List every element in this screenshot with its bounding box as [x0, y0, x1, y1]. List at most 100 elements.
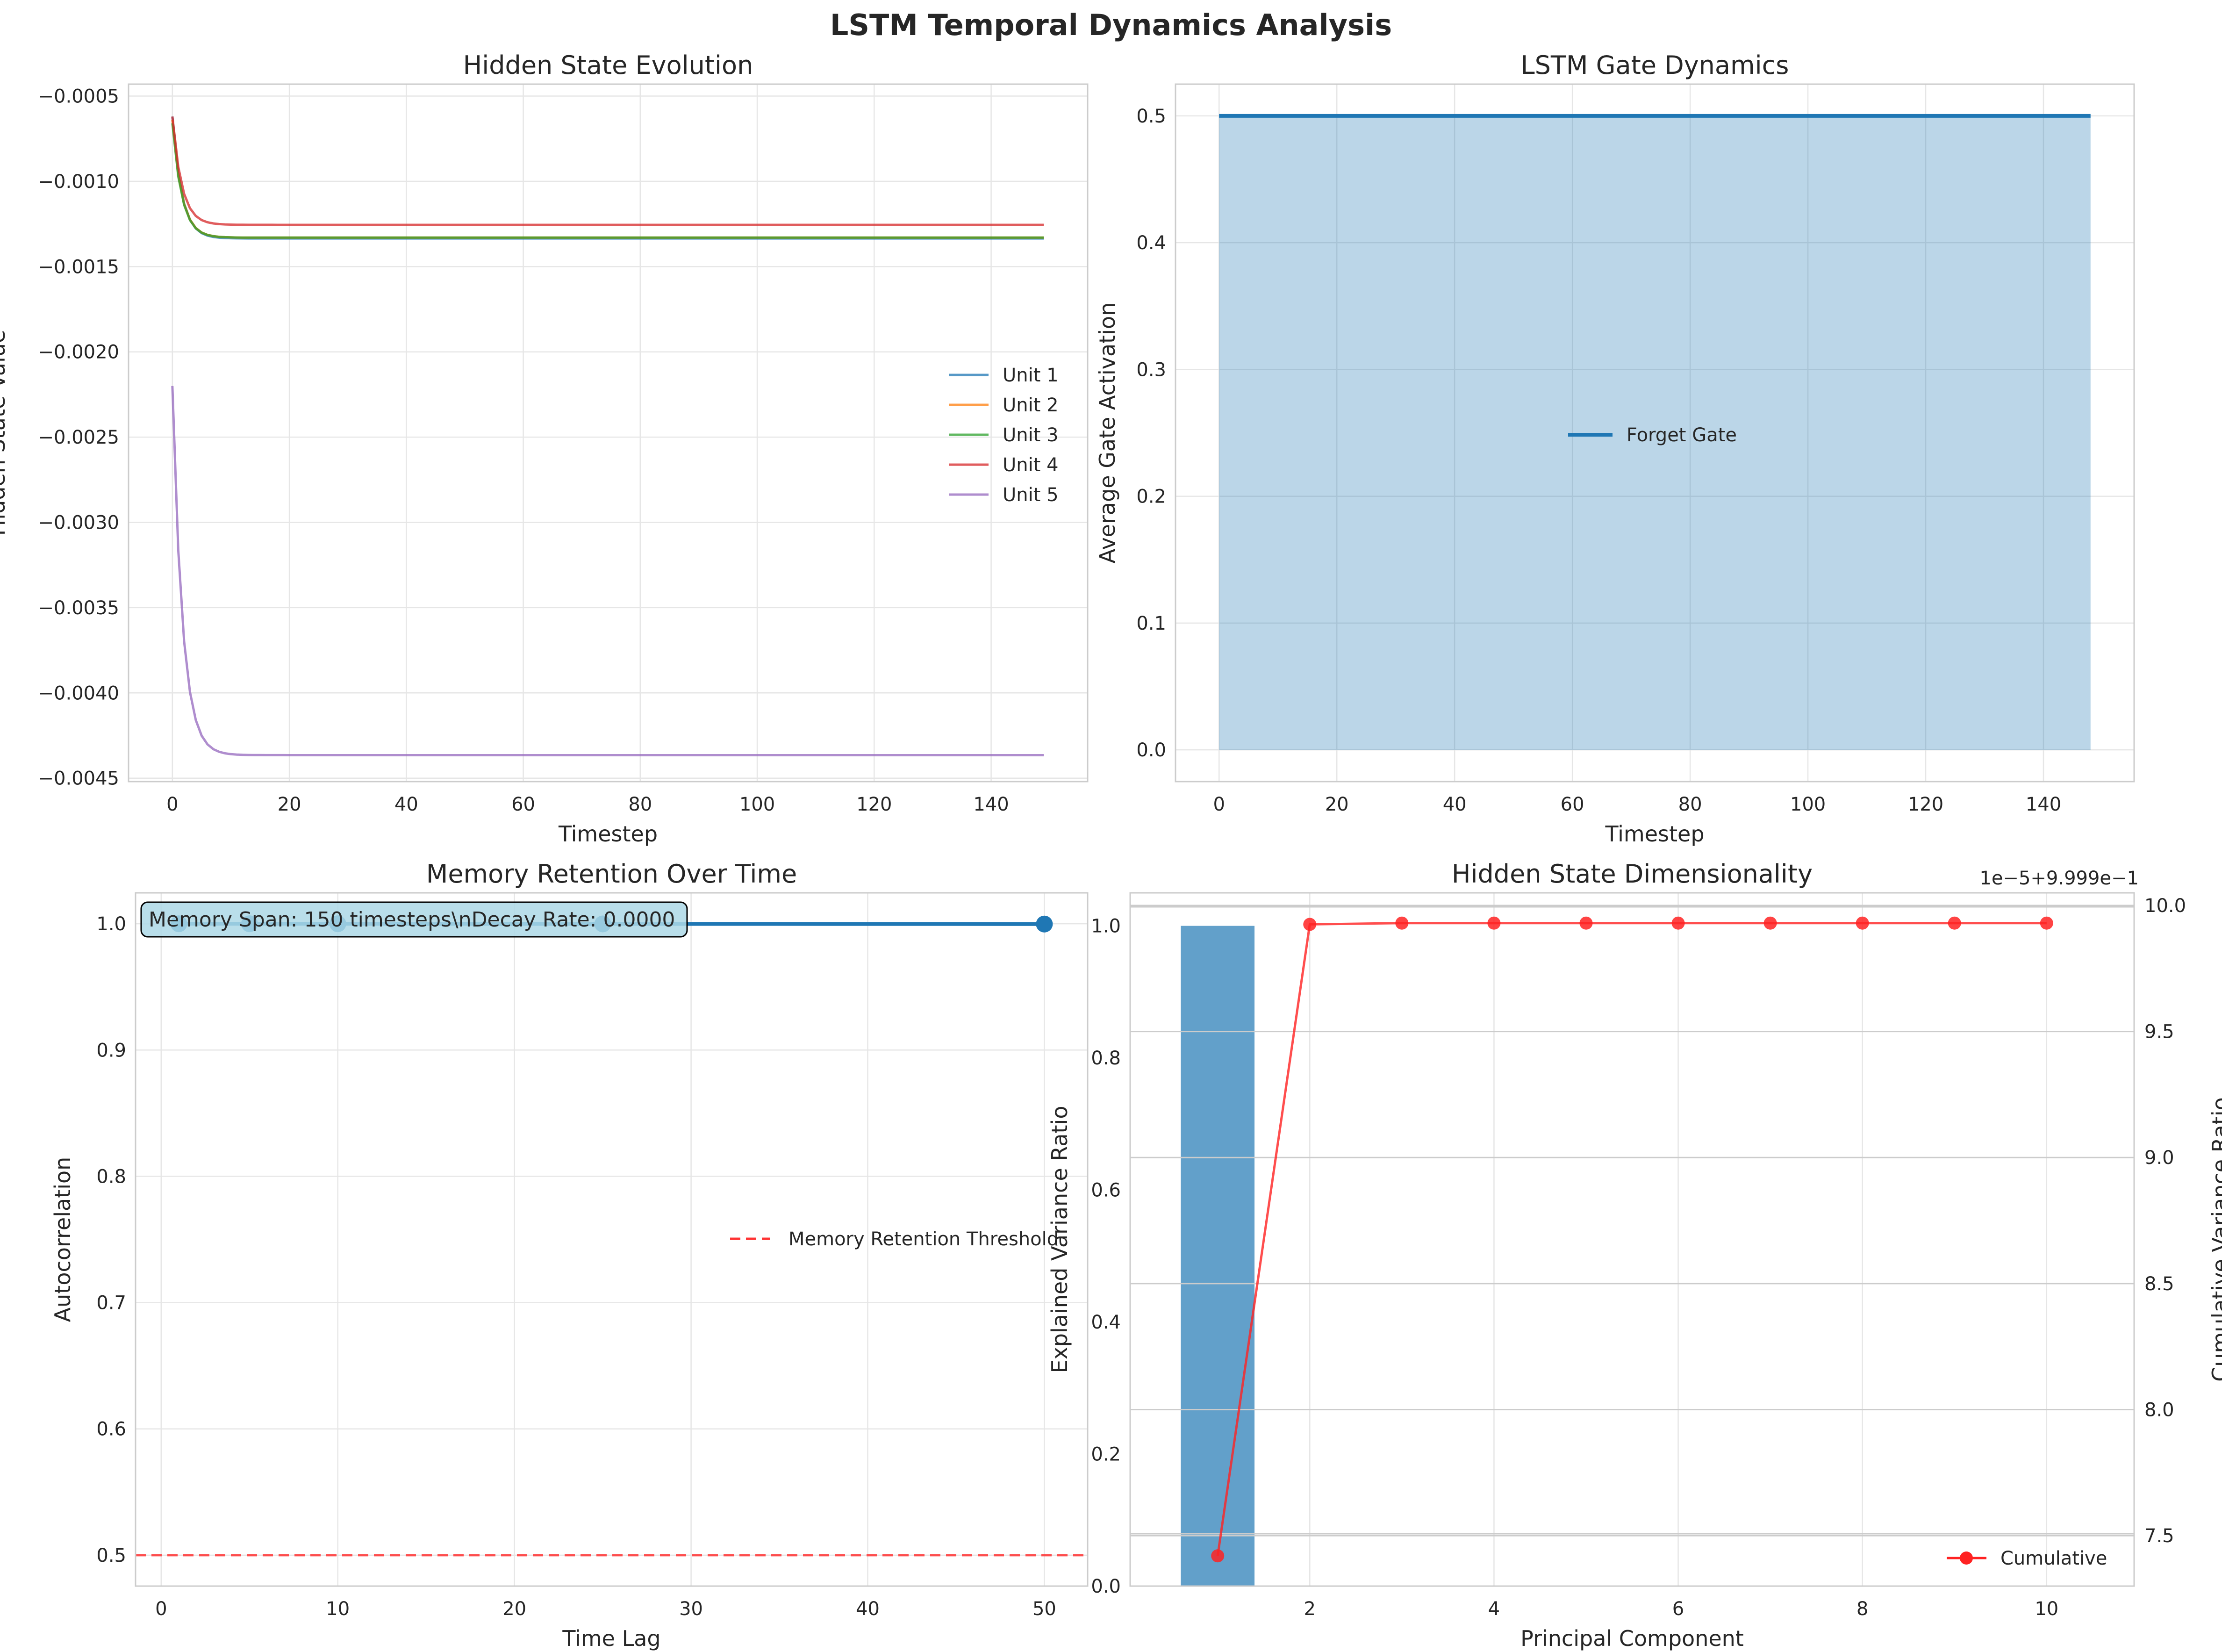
y-tick-label: 0.1	[1136, 613, 1166, 634]
grid	[1309, 893, 2048, 1586]
y-tick-label: −0.0045	[38, 768, 119, 790]
y-tick-label: 0.3	[1136, 359, 1166, 381]
y-tick-label: 0.8	[1091, 1048, 1121, 1069]
x-tick-label: 40	[394, 794, 418, 815]
x-tick-label: 50	[1032, 1598, 1056, 1620]
y2-axis-label: Cumulative Variance Ratio	[2208, 1097, 2222, 1382]
x-tick-label: 40	[856, 1598, 880, 1620]
x-tick-label: 20	[1325, 794, 1349, 815]
y-tick-label: −0.0040	[38, 682, 119, 704]
legend-label: Unit 5	[1003, 484, 1059, 506]
y-tick-label: 0.8	[96, 1166, 126, 1187]
y-axis-label: Average Gate Activation	[1095, 302, 1120, 564]
x-tick-label: 100	[1790, 794, 1826, 815]
cumulative-point	[1948, 916, 1961, 930]
annotation-box	[140, 901, 688, 938]
legend-marker	[1960, 1551, 1973, 1565]
y2-tick-label: 7.5	[2144, 1525, 2174, 1547]
x-axis-label: Timestep	[1605, 821, 1704, 847]
annotation-text: Memory Span: 150 timesteps\nDecay Rate: …	[149, 908, 675, 932]
y-tick-label: −0.0020	[38, 342, 119, 363]
y2-tick-label: 8.0	[2144, 1400, 2174, 1421]
axes-frame	[128, 83, 1089, 783]
y-tick-label: 0.5	[1136, 106, 1166, 127]
y-axis-label: Hidden State Value	[0, 330, 10, 536]
legend-label: Unit 4	[1003, 454, 1059, 476]
cumulative-point	[1856, 916, 1869, 930]
y-tick-label: 0.6	[1091, 1180, 1121, 1201]
y-tick-label: 0.2	[1136, 486, 1166, 508]
panel-title: LSTM Gate Dynamics	[1521, 50, 1789, 80]
x-tick-label: 2	[1304, 1598, 1316, 1620]
y2-tick-label: 8.5	[2144, 1273, 2174, 1295]
y-tick-label: 0.2	[1091, 1444, 1121, 1465]
series-line-unit-2	[171, 120, 1044, 239]
panel-hidden-state-evolution: 0 20 40 60 80 100 120 140 −0.0005 −0.0010 −0.0015 −…	[0, 50, 1089, 847]
grid	[1176, 84, 2134, 782]
y2-tick-label: 10.0	[2144, 895, 2186, 917]
cumulative-line	[1216, 922, 2047, 1556]
cumulative-point	[1579, 916, 1593, 930]
axes-frame	[1129, 892, 2135, 1587]
y-tick-label: −0.0025	[38, 427, 119, 448]
x-tick-label: 10	[2035, 1598, 2058, 1620]
x-tick-label: 8	[1856, 1598, 1868, 1620]
series-line-unit-3	[171, 123, 1044, 239]
y-axis-label: Autocorrelation	[50, 1157, 75, 1322]
y-tick-label: 0.0	[1091, 1576, 1121, 1597]
cumulative-point	[1395, 916, 1409, 930]
cumulative-point	[1211, 1549, 1225, 1563]
y-tick-label: 0.7	[96, 1293, 126, 1314]
x-tick-label: 4	[1488, 1598, 1500, 1620]
y-tick-label: 0.9	[96, 1040, 126, 1061]
x-tick-label: 60	[511, 794, 535, 815]
cumulative-point	[1487, 916, 1501, 930]
x-tick-label: 0	[166, 794, 178, 815]
cumulative-point	[1303, 918, 1317, 931]
y-axis-label: Explained Variance Ratio	[1047, 1106, 1072, 1373]
x-tick-label: 30	[679, 1598, 703, 1620]
x-tick-label: 120	[1908, 794, 1943, 815]
panel-title: Hidden State Evolution	[463, 50, 753, 80]
y2-tick-label: 9.5	[2144, 1021, 2174, 1043]
legend-label: Unit 2	[1003, 395, 1059, 416]
y-tick-label: 0.6	[96, 1419, 126, 1440]
grid	[129, 84, 1088, 782]
cumulative-point	[1671, 916, 1685, 930]
legend-label: Unit 1	[1003, 365, 1059, 386]
y-tick-label: −0.0010	[38, 171, 119, 193]
x-tick-label: 80	[1678, 794, 1702, 815]
panel-lstm-gate-dynamics: 0 20 40 60 80 100 120 140 0.0 0.1 0.2 0.3 0.4 0.5 LSTM…	[1095, 50, 2135, 847]
x-axis-label: Timestep	[558, 821, 658, 847]
y-tick-label: −0.0035	[38, 597, 119, 619]
series-line-unit-1	[171, 116, 1044, 240]
x-axis-label: Time Lag	[562, 1626, 660, 1651]
y-tick-label: 1.0	[96, 913, 126, 935]
x-tick-label: 10	[326, 1598, 350, 1620]
variance-bar	[1181, 926, 1255, 1586]
cumulative-point	[1763, 916, 1777, 930]
x-tick-label: 6	[1672, 1598, 1684, 1620]
y-tick-label: −0.0030	[38, 512, 119, 534]
y2-offset-text: 1e−5+9.999e−1	[1979, 868, 2139, 889]
x-tick-label: 80	[628, 794, 652, 815]
autocorrelation-point	[1036, 915, 1053, 933]
panel-hidden-state-dimensionality: 2 4 6 8 10 0.0 0.2 0.4 0.6 0.8 1.0 Hidden State Dim…	[1047, 859, 2222, 1651]
y-tick-label: −0.0005	[38, 86, 119, 108]
panel-title: Hidden State Dimensionality	[1452, 859, 1813, 889]
forget-gate-area	[1219, 115, 2091, 750]
y-tick-label: 0.0	[1136, 740, 1166, 761]
x-tick-label: 100	[739, 794, 775, 815]
x-tick-label: 0	[1213, 794, 1225, 815]
y-tick-label: 0.5	[96, 1545, 126, 1566]
x-axis-label: Principal Component	[1520, 1626, 1744, 1651]
x-tick-label: 60	[1561, 794, 1584, 815]
legend-label: Memory Retention Threshold	[788, 1228, 1059, 1250]
x-tick-label: 140	[973, 794, 1009, 815]
x-tick-label: 20	[502, 1598, 526, 1620]
legend-label: Forget Gate	[1627, 424, 1737, 446]
y-tick-label: 0.4	[1136, 232, 1166, 254]
x-tick-label: 140	[2026, 794, 2061, 815]
x-tick-label: 20	[278, 794, 301, 815]
